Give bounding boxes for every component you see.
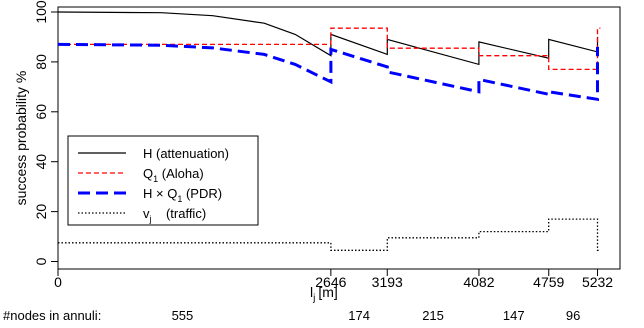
legend-items: H (attenuation) Q1 (Aloha) H × Q1 (PDR) vj … bbox=[78, 146, 229, 224]
legend-label-vj: vj (traffic) bbox=[143, 206, 206, 224]
legend-label-Q1: Q1 (Aloha) bbox=[143, 166, 204, 184]
y-tick-label: 60 bbox=[33, 104, 49, 120]
x-tick-label: 5232 bbox=[582, 274, 613, 290]
y-tick-label: 100 bbox=[33, 0, 49, 24]
x-tick-label: 4082 bbox=[463, 274, 494, 290]
y-tick-label: 40 bbox=[33, 154, 49, 170]
series-layer bbox=[57, 11, 601, 251]
x-tick-label: 4759 bbox=[533, 274, 564, 290]
annuli-count: 555 bbox=[172, 308, 194, 323]
y-axis-label: success probability % bbox=[13, 71, 29, 206]
x-axis-label-main: l bbox=[310, 284, 313, 300]
legend-label-HQ1: H × Q1 (PDR) bbox=[143, 186, 222, 204]
y-tick-label: 20 bbox=[33, 204, 49, 220]
plot-frame bbox=[57, 6, 621, 270]
y-tick-label: 80 bbox=[33, 54, 49, 70]
x-axis-label-sub: j bbox=[312, 293, 315, 304]
x-tick-label: 3193 bbox=[372, 274, 403, 290]
series-line-H bbox=[57, 11, 599, 66]
x-axis-label: lj [m] bbox=[310, 284, 338, 304]
x-axis-label-unit: [m] bbox=[318, 284, 337, 300]
series-line-Q1 bbox=[58, 27, 601, 71]
series-line-HQ1 bbox=[57, 42, 599, 102]
annuli-count: 96 bbox=[566, 308, 580, 323]
annuli-count: 215 bbox=[422, 308, 444, 323]
x-axis: 0 2646 3193 4082 4759 5232 bbox=[54, 269, 613, 290]
x-tick-label: 0 bbox=[54, 274, 62, 290]
y-tick-label: 0 bbox=[33, 257, 49, 265]
legend: H (attenuation) Q1 (Aloha) H × Q1 (PDR) vj … bbox=[67, 135, 259, 226]
annuli-count: 174 bbox=[348, 308, 370, 323]
annuli-label: #nodes in annuli: bbox=[3, 308, 101, 323]
annuli-count: 147 bbox=[503, 308, 525, 323]
annuli-counts: 555 174 215 147 96 bbox=[172, 308, 581, 323]
legend-label-H: H (attenuation) bbox=[143, 146, 229, 161]
annuli-row: #nodes in annuli: 555 174 215 147 96 bbox=[3, 308, 580, 323]
x-tick-label: 2646 bbox=[315, 274, 346, 290]
legend-box bbox=[67, 135, 259, 226]
y-axis: 0 20 40 60 80 100 bbox=[33, 0, 58, 265]
